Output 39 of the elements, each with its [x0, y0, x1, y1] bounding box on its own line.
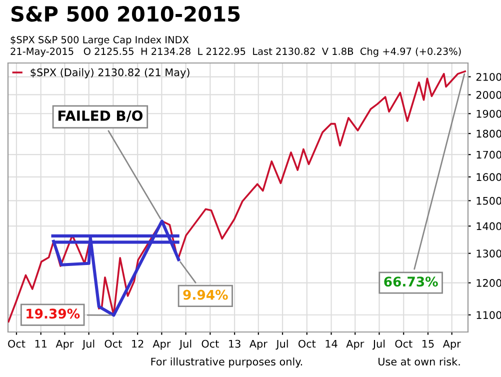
y-tick-label: 2000: [476, 90, 501, 99]
y-tick-label: 1500: [476, 196, 501, 205]
chart-subtitle: $SPX S&P 500 Large Cap Index INDX 21-May-2015 O 2125.55 H 2134.28 L 2122.95 Last 2130.82 V 1.8B Chg +4.97 (+0.23%): [10, 36, 461, 57]
annotation: 66.73%: [384, 276, 438, 287]
x-tick-label: Oct: [104, 340, 122, 348]
x-tick-label: Oct: [8, 340, 26, 348]
text: For illustrative purposes only.: [151, 357, 302, 368]
x-tick-label: Apr: [442, 340, 461, 350]
x-tick-label: Jul: [178, 340, 192, 350]
x-tick-label: Apr: [56, 340, 74, 350]
x-tick-label: Jul: [82, 340, 94, 350]
x-tick-label: 12: [132, 340, 144, 348]
x-tick-label: 14: [326, 340, 338, 348]
x-tick-label: Jul: [276, 340, 288, 350]
y-tick-label: 1700: [476, 150, 501, 159]
y-tick-label: 1600: [476, 173, 501, 182]
x-tick-label: Jul: [372, 340, 385, 350]
x-tick-label: Apr: [346, 340, 364, 350]
y-tick-label: 1900: [476, 110, 501, 118]
x-tick-label: Oct: [395, 340, 412, 348]
annotation: 19.39%: [26, 308, 80, 319]
y-tick-label: 1200: [476, 279, 501, 287]
y-tick-label: 2100: [476, 72, 501, 81]
annotation: 9.94%: [183, 290, 228, 300]
y-tick-label: 1800: [476, 130, 501, 138]
x-tick-label: Apr: [152, 340, 171, 350]
y-tick-label: 1400: [476, 222, 501, 230]
x-tick-label: Apr: [249, 340, 268, 350]
text: Use at own risk.: [378, 357, 460, 366]
x-tick-label: 13: [229, 340, 240, 348]
legend-label: $SPX (Daily) 2130.82 (21 May): [30, 68, 190, 78]
y-tick-label: 1100: [476, 311, 501, 319]
y-tick-label: 1300: [476, 250, 501, 258]
x-tick-label: 15: [422, 340, 434, 348]
x-tick-label: Oct: [202, 340, 219, 348]
x-tick-label: 11: [35, 340, 47, 348]
x-tick-label: Oct: [298, 340, 316, 348]
annotation: FAILED B/O: [58, 110, 142, 122]
chart-title: S&P 500 2010-2015: [12, 6, 240, 22]
